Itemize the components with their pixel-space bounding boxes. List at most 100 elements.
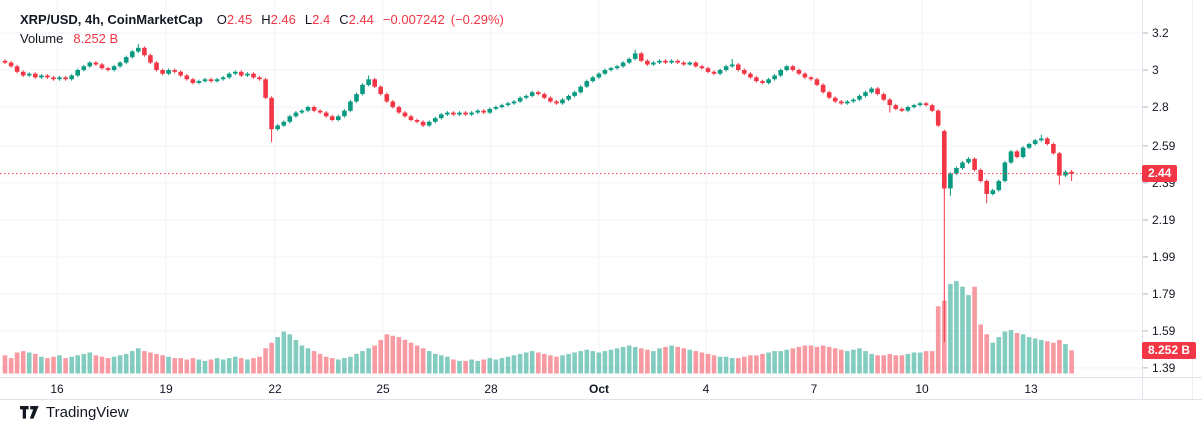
candle[interactable] (602, 68, 608, 76)
candle[interactable] (560, 98, 565, 105)
candle[interactable] (202, 77, 208, 83)
candle[interactable] (851, 98, 856, 103)
candle[interactable] (996, 179, 1002, 192)
candle[interactable] (2, 59, 8, 65)
candle[interactable] (820, 83, 826, 94)
candle[interactable] (1002, 161, 1008, 183)
candle[interactable] (808, 75, 814, 81)
candle[interactable] (523, 94, 529, 100)
candle[interactable] (463, 111, 468, 116)
candle[interactable] (160, 68, 165, 76)
candle[interactable] (305, 105, 311, 113)
candle[interactable] (875, 87, 880, 96)
candle[interactable] (929, 103, 935, 113)
candle[interactable] (117, 61, 123, 68)
candle[interactable] (336, 114, 341, 122)
candle[interactable] (354, 92, 359, 103)
candle[interactable] (584, 79, 590, 89)
candle[interactable] (742, 68, 747, 76)
candle[interactable] (554, 100, 559, 105)
candle[interactable] (572, 90, 577, 98)
candle[interactable] (360, 83, 365, 96)
candle[interactable] (966, 157, 971, 164)
candle[interactable] (923, 101, 929, 107)
candle[interactable] (899, 107, 905, 113)
candle[interactable] (1014, 149, 1020, 159)
candle[interactable] (275, 124, 280, 131)
candle[interactable] (426, 120, 432, 127)
candle[interactable] (1051, 142, 1056, 155)
candle[interactable] (105, 66, 111, 72)
candle[interactable] (130, 50, 135, 59)
candle[interactable] (348, 100, 353, 113)
candle[interactable] (748, 72, 753, 79)
candle[interactable] (566, 94, 571, 102)
candle[interactable] (881, 92, 886, 102)
candle[interactable] (299, 109, 305, 114)
candle[interactable] (814, 77, 820, 87)
candle[interactable] (614, 64, 620, 70)
candle[interactable] (826, 90, 832, 100)
candle[interactable] (639, 51, 644, 63)
candle[interactable] (75, 68, 80, 78)
candle[interactable] (675, 59, 680, 65)
candle[interactable] (736, 63, 741, 72)
candle[interactable] (869, 87, 874, 94)
candle[interactable] (69, 74, 74, 81)
candle[interactable] (142, 46, 147, 57)
candle[interactable] (154, 61, 159, 72)
candle[interactable] (329, 114, 335, 122)
candle[interactable] (323, 111, 329, 118)
candle[interactable] (251, 72, 256, 79)
candle[interactable] (839, 100, 844, 105)
candle[interactable] (475, 109, 480, 114)
candle[interactable] (669, 59, 674, 65)
candle[interactable] (620, 61, 626, 68)
candle[interactable] (1045, 137, 1050, 146)
candle[interactable] (705, 66, 711, 74)
candle[interactable] (645, 59, 650, 66)
candle[interactable] (784, 64, 789, 72)
candle[interactable] (699, 64, 705, 70)
candle[interactable] (311, 105, 317, 113)
candle[interactable] (760, 79, 765, 85)
candle[interactable] (905, 105, 911, 113)
candle[interactable] (972, 157, 977, 172)
candle[interactable] (439, 112, 444, 120)
candle[interactable] (408, 114, 414, 122)
candle[interactable] (123, 55, 129, 65)
candle[interactable] (499, 103, 505, 109)
candle[interactable] (63, 75, 68, 81)
candle[interactable] (942, 129, 947, 342)
candle[interactable] (99, 63, 105, 70)
candle[interactable] (536, 90, 541, 96)
candle[interactable] (548, 96, 553, 103)
candle[interactable] (372, 77, 377, 89)
candle[interactable] (469, 111, 474, 116)
candle[interactable] (1008, 149, 1014, 164)
candle[interactable] (378, 85, 383, 96)
tradingview-logo[interactable]: TradingView (20, 404, 129, 421)
candle[interactable] (8, 61, 14, 68)
candle[interactable] (935, 109, 941, 127)
candle[interactable] (590, 75, 596, 83)
candle[interactable] (542, 92, 547, 100)
candle[interactable] (214, 77, 220, 83)
candle[interactable] (81, 64, 87, 72)
candle[interactable] (269, 96, 274, 143)
candle[interactable] (960, 161, 965, 170)
candle[interactable] (632, 49, 638, 61)
candle[interactable] (511, 100, 517, 105)
candle[interactable] (1020, 146, 1026, 159)
candle[interactable] (978, 168, 983, 183)
candle[interactable] (396, 105, 402, 115)
candle[interactable] (1026, 142, 1032, 150)
candle[interactable] (693, 61, 699, 68)
candle[interactable] (366, 75, 371, 87)
candle[interactable] (166, 68, 171, 76)
candle[interactable] (45, 74, 50, 79)
candle[interactable] (893, 103, 899, 111)
candle[interactable] (1069, 169, 1074, 181)
candle[interactable] (390, 100, 396, 109)
